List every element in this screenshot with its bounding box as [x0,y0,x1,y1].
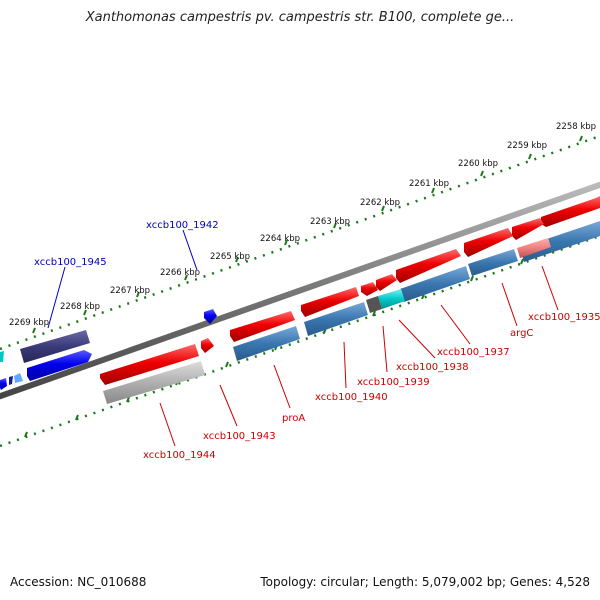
gene-block[interactable] [520,221,600,262]
gene-arrow-small[interactable] [0,378,7,390]
gene-block[interactable] [378,289,405,309]
scale-label: 2263 kbp [310,217,350,227]
gene-arrow-forward[interactable] [464,228,513,257]
gene-label-xccb100-1945[interactable]: xccb100_1945 [34,257,107,268]
gene-block[interactable] [233,326,300,361]
gene-arrow-forward[interactable] [100,344,199,385]
gene-arrow-small[interactable] [9,376,13,385]
gene-arrow-forward[interactable] [230,311,295,342]
gene-arrow-forward[interactable] [512,218,544,240]
gene-arrow-small[interactable] [0,351,4,362]
topology-text: Topology: circular; Length: 5,079,002 bp… [260,575,590,589]
scale-label: 2259 kbp [507,141,547,151]
genome-backbone [0,181,600,400]
scale-label: 2269 kbp [9,318,49,328]
gene-arrow-forward[interactable] [361,282,378,296]
gene-arrow-small[interactable] [14,373,23,383]
gene-block[interactable] [366,296,382,313]
scale-label: 2261 kbp [409,179,449,189]
scale-label: 2267 kbp [110,286,150,296]
gene-arrow-forward[interactable] [201,338,214,353]
gene-label-proA[interactable]: proA [282,413,305,424]
label-leader-lines [47,229,559,447]
gene-label-argC[interactable]: argC [510,328,533,339]
gene-block[interactable] [20,330,90,363]
scale-label: 2258 kbp [556,122,596,132]
gene-arrow-forward[interactable] [27,350,92,381]
gene-arrow-forward[interactable] [396,249,461,283]
gene-arrow-forward[interactable] [541,196,600,227]
gene-label-xccb100-1937[interactable]: xccb100_1937 [437,347,510,358]
scale-label: 2262 kbp [360,198,400,208]
gene-label-xccb100-1943[interactable]: xccb100_1943 [203,431,276,442]
gene-label-xccb100-1939[interactable]: xccb100_1939 [357,377,430,388]
gene-arrow-forward[interactable] [301,287,359,317]
gene-label-xccb100-1942[interactable]: xccb100_1942 [146,220,219,231]
gene-arrow-forward[interactable] [376,274,397,291]
accession-text: Accession: NC_010688 [10,575,147,589]
gene-label-xccb100-1935[interactable]: xccb100_1935 [528,312,600,323]
scale-label: 2264 kbp [260,234,300,244]
scale-label: 2268 kbp [60,302,100,312]
gene-block[interactable] [400,266,470,302]
gene-label-xccb100-1940[interactable]: xccb100_1940 [315,392,388,403]
gene-block[interactable] [103,361,205,404]
gene-arrow-forward[interactable] [204,309,217,324]
reverse-strand-genes [103,221,600,404]
gene-block[interactable] [468,249,518,276]
scale-labels: 2258 kbp 2259 kbp 2260 kbp 2261 kbp 2262… [9,122,596,328]
gene-labels: xccb100_1942 xccb100_1945 xccb100_1935 a… [34,220,600,461]
forward-strand-genes [0,196,600,390]
map-title: Xanthomonas campestris pv. campestris st… [85,10,515,25]
gene-label-xccb100-1938[interactable]: xccb100_1938 [396,362,469,373]
scale-label: 2260 kbp [458,159,498,169]
upper-major-ticks [32,135,583,334]
scale-label: 2266 kbp [160,268,200,278]
scale-label: 2265 kbp [210,252,250,262]
gene-label-xccb100-1944[interactable]: xccb100_1944 [143,450,216,461]
gene-block[interactable] [304,302,368,336]
gene-block[interactable] [517,238,551,258]
